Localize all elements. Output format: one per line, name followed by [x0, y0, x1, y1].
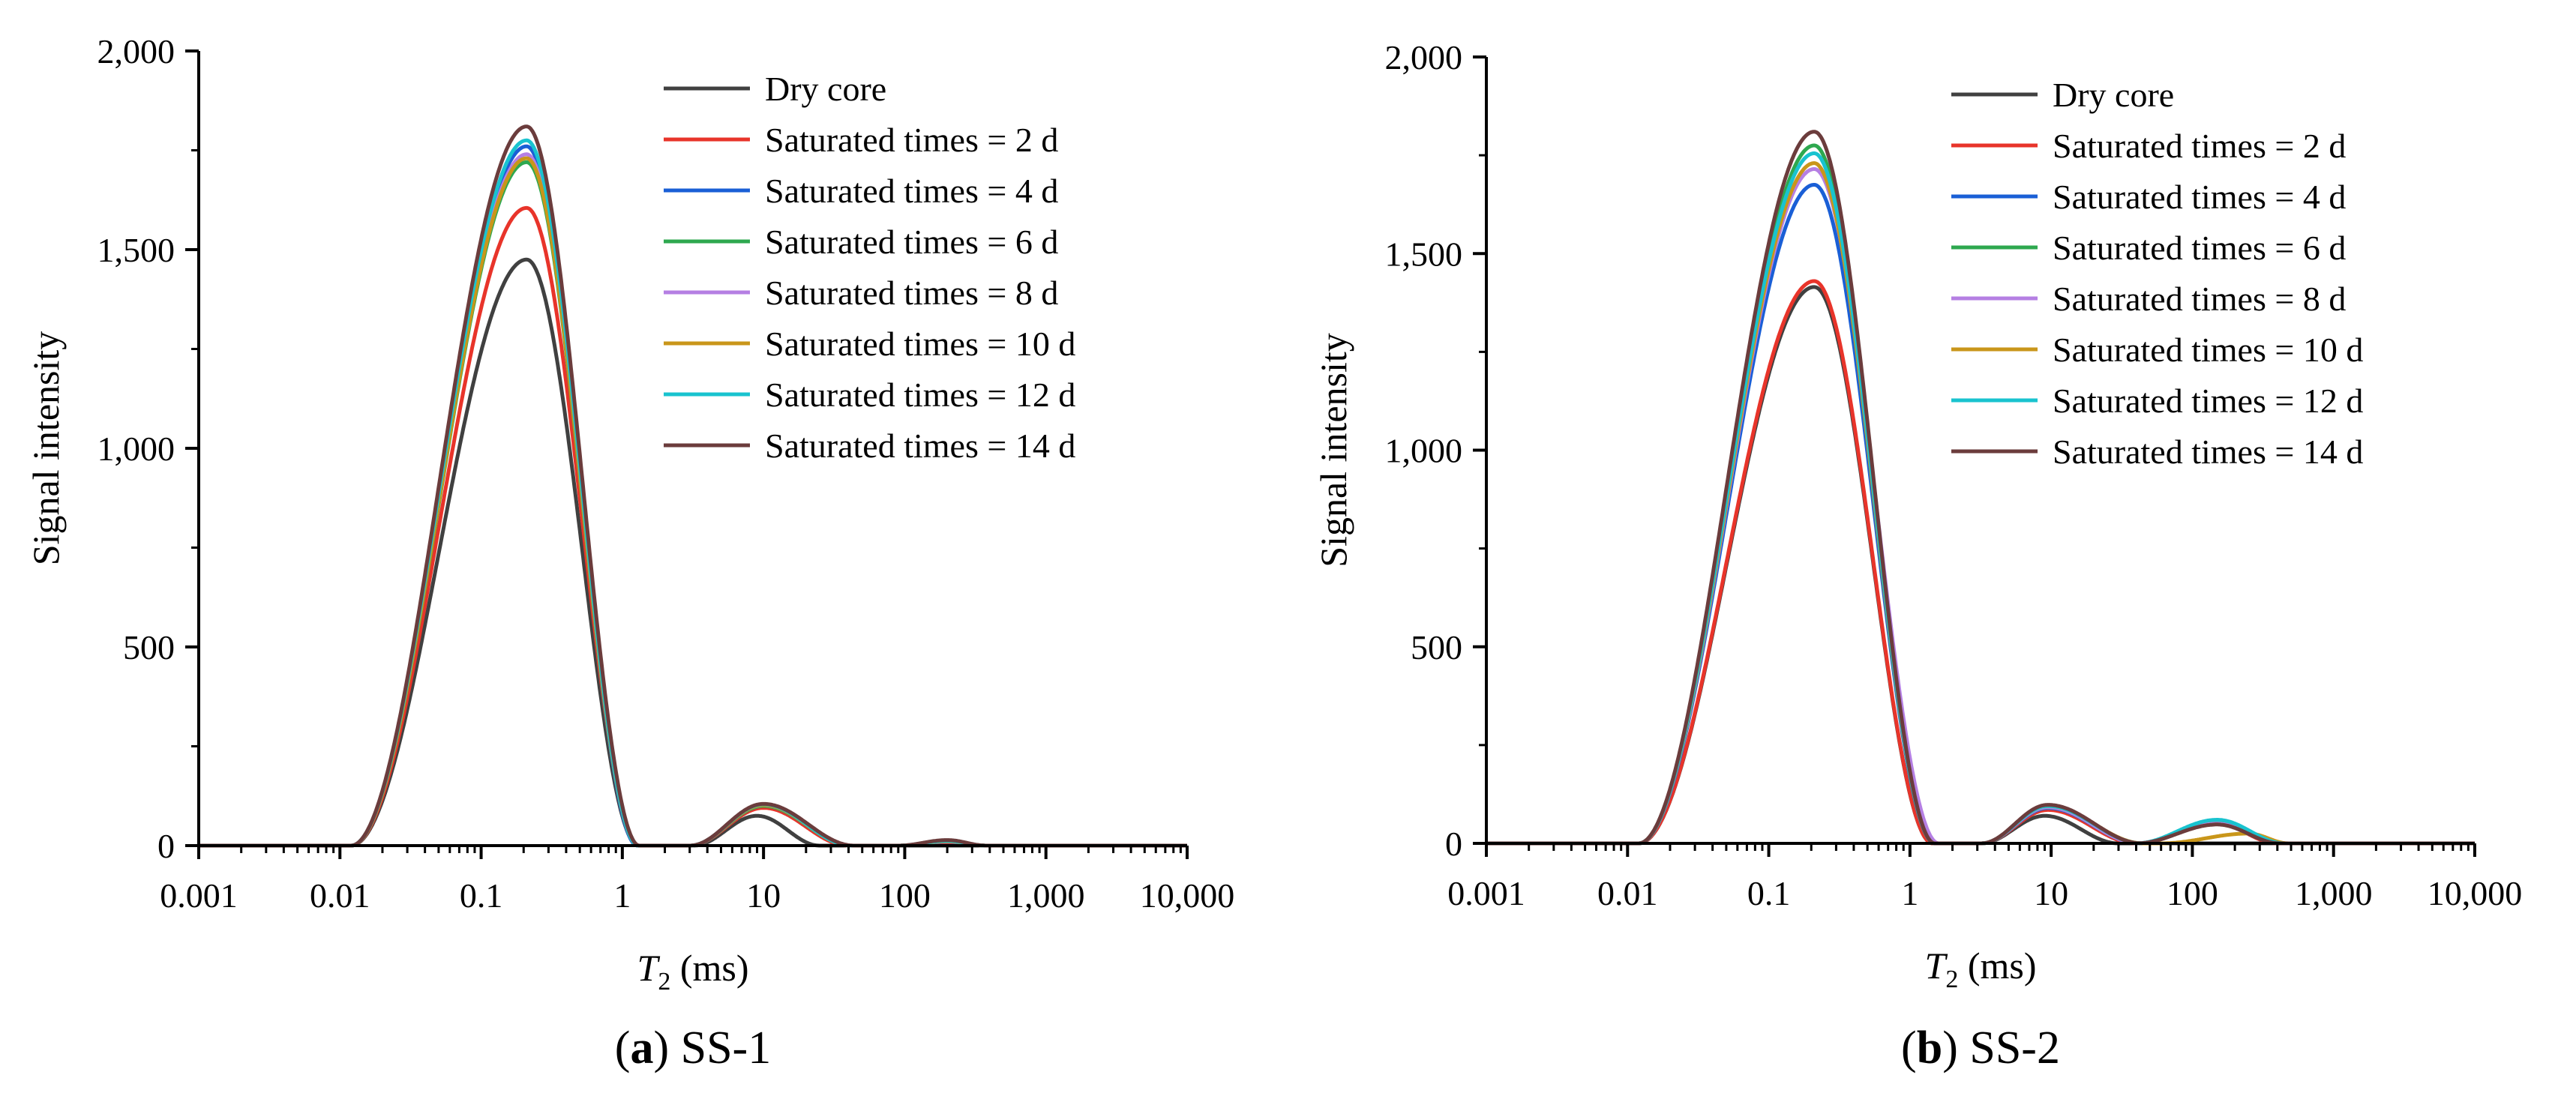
y-tick-label-a-3: 1,500 [97, 231, 175, 269]
y-tick-label-b-2: 1,000 [1385, 432, 1463, 470]
caption-close-paren-b: ) [1942, 1023, 1969, 1074]
x-tick-label-a-0: 0.001 [160, 876, 238, 915]
x-tick-label-a-2: 0.1 [460, 876, 503, 915]
panel-caption-b: (b) SS-2 [1901, 1023, 2060, 1074]
x-tick-label-b-1: 0.01 [1597, 874, 1658, 912]
chart-b-svg: 0.001 0.01 0.1 1 10 100 1,000 10,000 0 500 1,000 1,… [1312, 38, 2523, 1074]
caption-open-paren-b: ( [1901, 1023, 1917, 1074]
x-tick-label-a-6: 1,000 [1007, 876, 1085, 915]
x-axis-title-symbol-b: T [1925, 945, 1948, 987]
legend-label-b-4: Saturated times = 8 d [2053, 280, 2346, 318]
x-tick-label-b-6: 1,000 [2295, 874, 2373, 912]
series-line-b-0 [1486, 285, 2476, 846]
series-line-a-3 [198, 160, 1188, 848]
y-axis-title-b: Signal intensity [1312, 333, 1354, 567]
x-tick-label-a-4: 10 [746, 876, 781, 915]
x-axis-title-a: T2 (ms) [637, 947, 749, 996]
legend-label-b-2: Saturated times = 4 d [2053, 178, 2346, 216]
legend-label-a-2: Saturated times = 4 d [765, 172, 1058, 210]
legend-label-a-5: Saturated times = 10 d [765, 325, 1075, 363]
x-tick-label-b-5: 100 [2167, 874, 2218, 912]
x-tick-label-b-7: 10,000 [2428, 874, 2523, 912]
x-tick-label-b-2: 0.1 [1747, 874, 1791, 912]
legend-label-b-7: Saturated times = 14 d [2053, 433, 2363, 471]
chart-a-svg: 0.001 0.01 0.1 1 10 100 1,000 10,000 0 500 1,000 1,… [25, 32, 1235, 1074]
y-tick-label-b-1: 500 [1411, 628, 1462, 666]
x-axis-title-unit-b: (ms) [1958, 945, 2036, 987]
x-tick-label-a-3: 1 [613, 876, 631, 915]
y-tick-label-a-2: 1,000 [97, 430, 175, 468]
legend-b: Dry core Saturated times = 2 d Saturated t… [1951, 76, 2363, 471]
caption-letter-b: b [1917, 1023, 1942, 1074]
legend-a: Dry core Saturated times = 2 d Saturated t… [664, 70, 1075, 465]
caption-open-paren-a: ( [615, 1023, 631, 1074]
x-tick-label-b-4: 10 [2034, 874, 2068, 912]
x-tick-label-a-5: 100 [879, 876, 931, 915]
legend-label-a-1: Saturated times = 2 d [765, 121, 1058, 159]
legend-label-b-3: Saturated times = 6 d [2053, 229, 2346, 267]
x-tick-label-b-0: 0.001 [1447, 874, 1525, 912]
x-tick-label-a-7: 10,000 [1140, 876, 1235, 915]
legend-label-a-3: Saturated times = 6 d [765, 223, 1058, 261]
legend-label-a-4: Saturated times = 8 d [765, 274, 1058, 312]
caption-letter-a: a [630, 1023, 653, 1074]
y-tick-label-b-4: 2,000 [1385, 38, 1463, 76]
series-line-b-4 [1486, 167, 2476, 846]
legend-label-b-0: Dry core [2053, 76, 2174, 114]
x-axis-title-subscript-a: 2 [658, 968, 670, 996]
legend-label-a-7: Saturated times = 14 d [765, 427, 1075, 465]
caption-label-a: SS-1 [681, 1023, 772, 1074]
legend-label-a-6: Saturated times = 12 d [765, 376, 1075, 414]
caption-close-paren-a: ) [653, 1023, 680, 1074]
y-tick-label-a-1: 500 [123, 628, 175, 666]
x-axis-title-symbol-a: T [637, 947, 661, 989]
x-tick-label-a-1: 0.01 [310, 876, 370, 915]
chart-panel-b: 0.001 0.01 0.1 1 10 100 1,000 10,000 0 500 1,000 1,… [1288, 0, 2575, 1095]
legend-label-b-6: Saturated times = 12 d [2053, 382, 2363, 420]
chart-panel-a: 0.001 0.01 0.1 1 10 100 1,000 10,000 0 500 1,000 1,… [0, 0, 1288, 1095]
y-axis-title-a: Signal intensity [25, 331, 67, 566]
y-tick-label-b-0: 0 [1445, 825, 1462, 863]
panel-caption-a: (a) SS-1 [615, 1023, 771, 1074]
y-tick-label-a-4: 2,000 [97, 32, 175, 70]
series-line-a-5 [198, 156, 1188, 848]
y-tick-label-a-0: 0 [157, 827, 175, 865]
x-axis-title-b: T2 (ms) [1925, 945, 2037, 993]
legend-label-a-0: Dry core [765, 70, 886, 108]
x-axis-title-unit-a: (ms) [670, 947, 748, 989]
y-tick-label-b-3: 1,500 [1385, 235, 1463, 273]
caption-label-b: SS-2 [1969, 1023, 2060, 1074]
x-tick-label-b-3: 1 [1901, 874, 1918, 912]
x-axis-title-subscript-b: 2 [1945, 966, 1958, 993]
legend-label-b-5: Saturated times = 10 d [2053, 331, 2363, 369]
legend-label-b-1: Saturated times = 2 d [2053, 127, 2346, 165]
